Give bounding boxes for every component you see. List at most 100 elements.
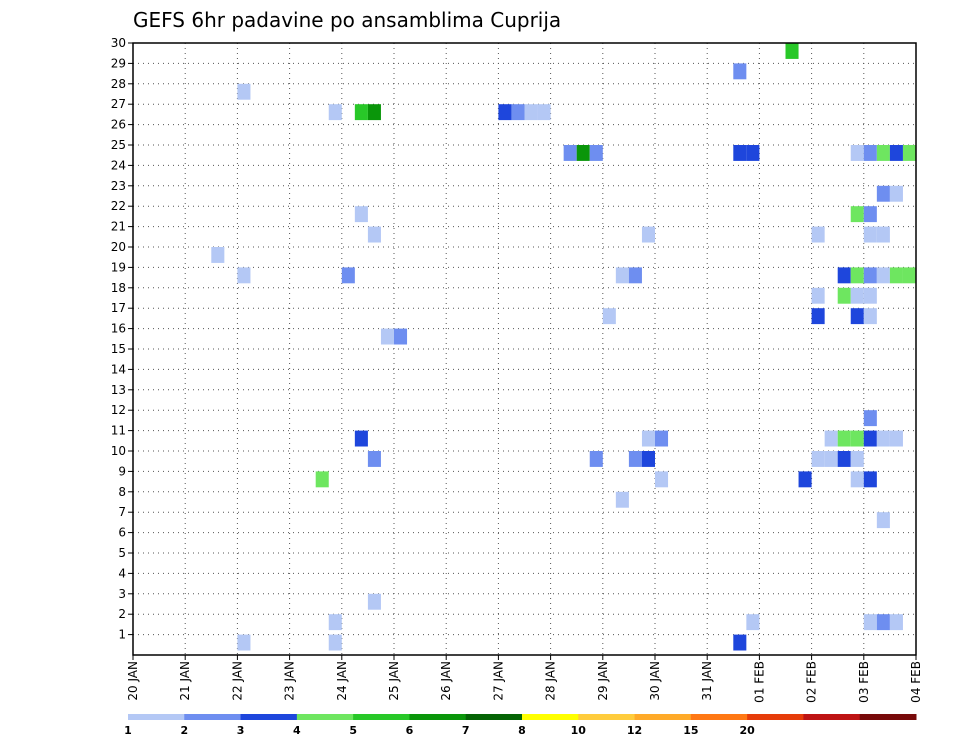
precip-cell <box>889 430 903 447</box>
precip-cell <box>850 308 864 325</box>
precip-cell <box>615 267 629 284</box>
precip-cell <box>824 430 838 447</box>
colorbar-swatch <box>634 714 692 720</box>
y-tick-label: 16 <box>111 322 126 336</box>
precip-cell <box>889 267 903 284</box>
y-tick-label: 1 <box>118 628 126 642</box>
precip-cell <box>889 145 903 161</box>
colorbar-label: 10 <box>571 724 587 737</box>
y-tick-label: 13 <box>111 383 126 397</box>
x-tick-label: 30 JAN <box>648 661 662 701</box>
precip-cell <box>367 451 381 467</box>
colorbar-label: 2 <box>180 724 188 737</box>
precip-cell <box>380 328 394 345</box>
precip-cell <box>837 267 851 284</box>
colorbar-label: 15 <box>683 724 698 737</box>
y-tick-label: 6 <box>118 526 126 540</box>
precip-cell <box>902 145 916 161</box>
precip-cell <box>641 451 655 467</box>
colorbar-swatch <box>353 714 410 720</box>
precip-cell <box>850 451 864 467</box>
precip-cell <box>863 206 877 223</box>
y-tick-label: 15 <box>111 342 126 356</box>
precip-cell <box>798 471 812 488</box>
precip-cell <box>876 512 890 529</box>
precip-cell <box>863 287 877 304</box>
y-axis-ticks: 1234567891011121314151617181920212223242… <box>111 36 133 642</box>
y-tick-label: 25 <box>111 138 126 152</box>
colorbar-swatch <box>409 714 467 720</box>
colorbar-swatch <box>465 714 523 720</box>
colorbar-label: 5 <box>349 724 357 737</box>
precip-cell <box>315 471 329 488</box>
colorbar-swatch <box>296 714 354 720</box>
y-tick-label: 3 <box>118 587 126 601</box>
colorbar-swatch <box>690 714 748 720</box>
precip-cell <box>576 145 590 161</box>
precip-cell <box>863 267 877 284</box>
colorbar-swatch <box>747 714 804 720</box>
precip-cell <box>237 267 251 284</box>
colorbar-label: 12 <box>627 724 642 737</box>
precip-cell <box>328 634 342 651</box>
precip-cell <box>746 614 760 631</box>
precip-cell <box>889 614 903 631</box>
precip-cell <box>211 247 225 263</box>
precip-cell <box>537 104 551 121</box>
precip-cell <box>367 104 381 121</box>
y-tick-label: 9 <box>118 464 126 478</box>
precip-cell <box>628 267 642 284</box>
colorbar-label: 3 <box>237 724 245 737</box>
precip-cell <box>328 104 342 121</box>
colorbar-label: 7 <box>462 724 470 737</box>
precip-cell <box>746 145 760 161</box>
precip-cell <box>524 104 538 121</box>
y-tick-label: 18 <box>111 281 126 295</box>
precip-cell <box>354 430 368 447</box>
precip-cell <box>863 430 877 447</box>
precip-cell <box>811 226 825 243</box>
precip-cell <box>354 104 368 121</box>
precip-cell <box>824 451 838 467</box>
precip-cell <box>876 430 890 447</box>
precip-cell <box>863 308 877 325</box>
x-axis-ticks: 20 JAN 21 JAN 22 JAN 23 JAN 24 JAN 25 JAN 26 J… <box>126 655 923 703</box>
y-tick-label: 26 <box>111 118 126 132</box>
precip-cell <box>498 104 512 121</box>
precip-cell <box>850 430 864 447</box>
y-tick-label: 7 <box>118 505 126 519</box>
y-tick-label: 29 <box>111 56 126 70</box>
y-tick-label: 12 <box>111 403 126 417</box>
precip-cell <box>602 308 616 325</box>
precip-cell <box>850 287 864 304</box>
y-tick-label: 17 <box>111 301 126 315</box>
precip-cell <box>876 267 890 284</box>
precip-cell <box>328 614 342 631</box>
x-tick-label: 02 FEB <box>805 661 819 703</box>
precip-cell <box>876 185 890 202</box>
precip-cell <box>733 63 747 80</box>
precip-cell <box>237 634 251 651</box>
colorbar-swatch <box>803 714 861 720</box>
x-tick-label: 20 JAN <box>126 661 140 701</box>
y-tick-label: 11 <box>111 424 126 438</box>
y-tick-label: 8 <box>118 485 126 499</box>
precip-cell <box>237 83 251 100</box>
precip-cell <box>863 226 877 243</box>
precip-cell <box>876 614 890 631</box>
grid-layer <box>133 43 916 655</box>
precip-cell <box>589 145 603 161</box>
colorbar-swatch <box>184 714 242 720</box>
precip-cell <box>863 614 877 631</box>
colorbar-swatch <box>578 714 636 720</box>
y-tick-label: 23 <box>111 179 126 193</box>
y-tick-label: 20 <box>111 240 126 254</box>
precip-cell <box>394 328 408 345</box>
x-tick-label: 04 FEB <box>909 661 923 703</box>
precip-cell <box>785 43 799 59</box>
x-tick-label: 25 JAN <box>387 661 401 701</box>
precip-cell <box>367 226 381 243</box>
x-tick-label: 28 JAN <box>544 661 558 701</box>
colorbar-swatch <box>128 714 185 720</box>
